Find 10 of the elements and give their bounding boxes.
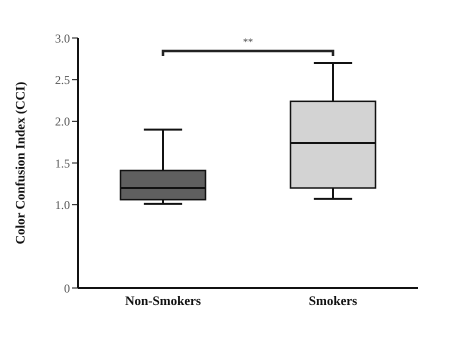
y-axis-title: Color Confusion Index (CCI) [12, 82, 28, 244]
x-tick-label: Smokers [308, 293, 358, 308]
y-tick-label: 1.0 [55, 198, 70, 212]
y-tick-label: 1.5 [55, 156, 70, 170]
y-tick-label: 2.0 [55, 114, 70, 129]
y-tick-label: 2.5 [55, 72, 70, 87]
y-tick-label: 0 [64, 281, 70, 296]
annotation: ** [243, 37, 253, 48]
x-tick-label: Non-Smokers [125, 293, 201, 308]
y-tick-label: 3.0 [55, 31, 70, 46]
